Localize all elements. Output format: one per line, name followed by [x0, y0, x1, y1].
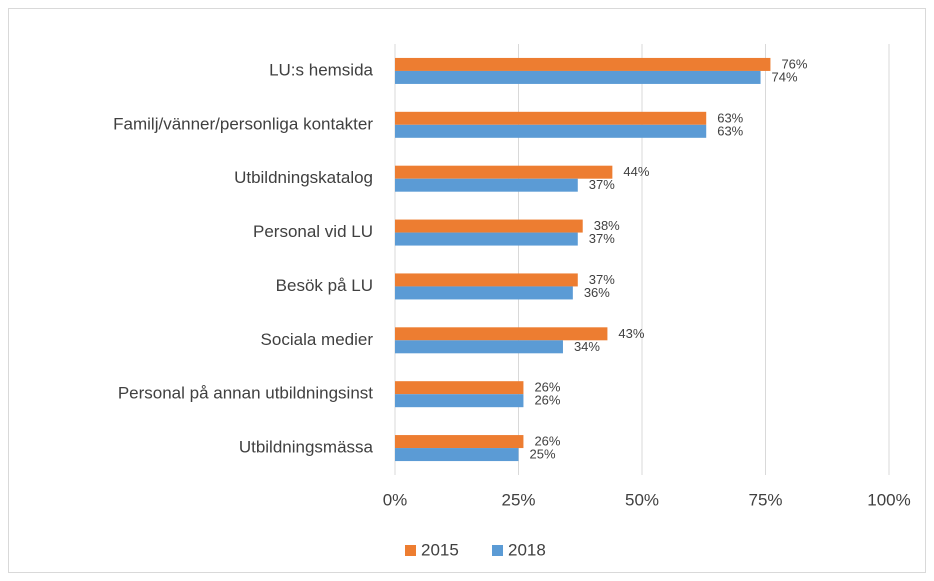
x-tick-label: 75% — [748, 490, 782, 509]
x-tick-label: 25% — [501, 490, 535, 509]
bar — [395, 381, 524, 395]
data-label: 34% — [574, 339, 600, 354]
y-tick-label: Sociala medier — [261, 330, 374, 349]
data-label: 76% — [781, 56, 807, 71]
data-label: 74% — [772, 69, 798, 84]
legend-label: 2015 — [421, 540, 459, 559]
bar — [395, 232, 578, 246]
legend-swatch — [492, 545, 503, 556]
data-label: 63% — [717, 110, 743, 125]
bar — [395, 178, 578, 192]
y-tick-label: Personal på annan utbildningsinst — [118, 384, 373, 403]
bar — [395, 273, 578, 287]
x-tick-label: 0% — [383, 490, 408, 509]
bar — [395, 57, 771, 71]
y-tick-label: Personal vid LU — [253, 222, 373, 241]
legend-swatch — [405, 545, 416, 556]
bar — [395, 394, 524, 408]
data-label: 26% — [534, 380, 560, 395]
y-tick-label: Besök på LU — [276, 276, 373, 295]
bar — [395, 70, 761, 84]
x-tick-label: 50% — [625, 490, 659, 509]
data-label: 38% — [594, 218, 620, 233]
data-label: 43% — [618, 326, 644, 341]
y-tick-label: LU:s hemsida — [269, 60, 373, 79]
bar — [395, 111, 707, 125]
legend-label: 2018 — [508, 540, 546, 559]
bar — [395, 219, 583, 233]
y-tick-label: Familj/vänner/personliga kontakter — [113, 114, 373, 133]
data-label: 25% — [530, 447, 556, 462]
x-tick-label: 100% — [867, 490, 910, 509]
bar — [395, 286, 573, 300]
bar — [395, 124, 707, 138]
data-label: 37% — [589, 177, 615, 192]
bar — [395, 340, 563, 354]
data-label: 37% — [589, 231, 615, 246]
data-label: 26% — [534, 393, 560, 408]
bar — [395, 327, 608, 341]
y-tick-label: Utbildningskatalog — [234, 168, 373, 187]
bar — [395, 435, 524, 449]
data-label: 44% — [623, 164, 649, 179]
data-label: 36% — [584, 285, 610, 300]
data-label: 37% — [589, 272, 615, 287]
y-tick-label: Utbildningsmässa — [239, 438, 374, 457]
data-label: 26% — [534, 434, 560, 449]
data-label: 63% — [717, 123, 743, 138]
bar — [395, 448, 519, 462]
bar — [395, 165, 613, 179]
